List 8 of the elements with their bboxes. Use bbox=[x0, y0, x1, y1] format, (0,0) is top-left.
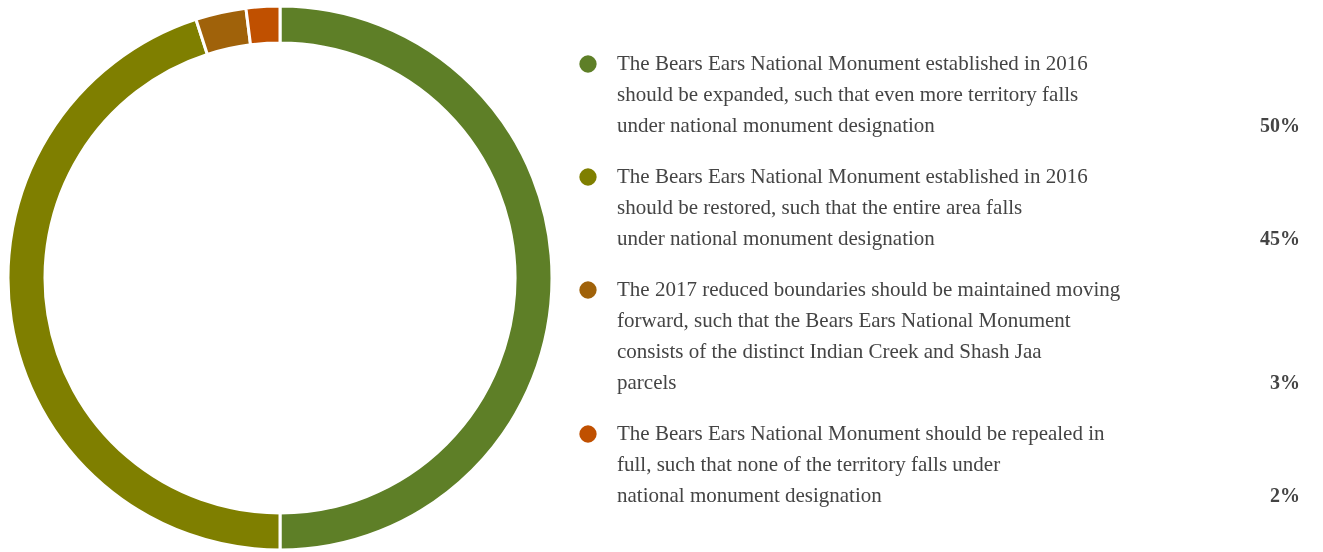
legend-label: The Bears Ears National Monument established in 2016 should be expanded, such that even more territory falls under national monument designation bbox=[617, 51, 1088, 137]
legend-label: The Bears Ears National Monument should be repealed in full, such that none of the territory falls under national monument designation bbox=[617, 421, 1106, 507]
text: 50% bbox=[1260, 114, 1300, 136]
legend-label: The 2017 reduced boundaries should be maintained moving forward, such that the Bears Ears National Monument consists of the distinct Indian Creek and Shash Jaa parcels bbox=[617, 277, 1121, 394]
text: 2% bbox=[1270, 484, 1300, 506]
text: 3% bbox=[1270, 371, 1300, 393]
text: 45% bbox=[1260, 227, 1300, 249]
legend-label: The Bears Ears National Monument established in 2016 should be restored, such that the entire area falls under national monument designation bbox=[617, 164, 1088, 250]
